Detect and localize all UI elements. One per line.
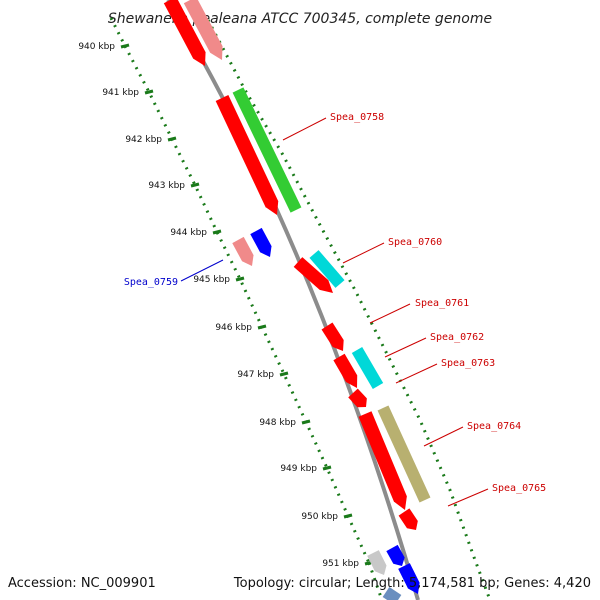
accession-text: Accession: NC_009901 [8,576,156,591]
feature-cds [321,322,344,351]
topology-text: Topology: circular; Length: 5,174,581 bp… [233,576,591,591]
gene-label: Spea_0765 [492,483,546,494]
gene-label: Spea_0761 [415,298,469,309]
gene-label-leader [369,303,411,324]
major-tick [279,371,289,377]
tick-label: 951 kbp [322,559,359,569]
backbone [166,0,420,600]
gene-label: Spea_0758 [330,112,384,123]
gene-label: Spea_0762 [430,332,484,343]
gene-labels: Spea_0758 Spea_0759 Spea_0760 Spea_0761 Spea… [124,112,546,507]
major-tick [322,465,332,471]
feature-cds [348,388,367,408]
feature-cds-reverse [398,563,420,594]
feature-cds [163,0,206,66]
tick-label: 941 kbp [102,88,139,98]
major-tick [190,182,200,188]
tick-label: 946 kbp [215,323,252,333]
tick-label: 948 kbp [259,418,296,428]
tick-label: 950 kbp [301,512,338,522]
gene-label-leader [447,488,489,507]
gene-label-leader [395,363,438,384]
tick-label: 940 kbp [78,42,115,52]
feature-cds [215,95,279,215]
tick-ring: 940 kbp 941 kbp 942 kbp 943 kbp 944 kbp 945 k… [78,17,492,600]
major-tick [212,229,222,235]
major-tick [120,43,130,49]
tick-ring-line [123,45,371,564]
major-tick [144,89,154,95]
tick-label: 944 kbp [170,228,207,238]
gene-label: Spea_0764 [467,421,521,432]
major-tick [257,324,267,330]
feature-grey [367,550,387,575]
feature-blue [382,587,402,600]
feature-olive [377,405,431,503]
tick-label: 949 kbp [280,464,317,474]
feature-pseudo [232,236,254,266]
feature-cds-reverse [386,544,405,566]
gene-label-leader [282,117,327,141]
backbone-line [166,0,420,600]
feature-cyan [309,250,345,288]
gene-label-leader [180,259,224,282]
feature-pseudo [183,0,223,60]
map-title: Shewanella pealeana ATCC 700345, complet… [108,11,492,27]
feature-cyan [351,346,384,390]
feature-cds [358,411,407,510]
major-tick [343,513,353,519]
gene-label: Spea_0759 [124,277,178,288]
major-tick [235,276,245,282]
feature-cds [333,353,358,388]
feature-green [232,87,302,213]
gene-label-leader [423,426,464,447]
major-tick [167,136,177,142]
features [163,0,431,600]
gene-label: Spea_0763 [441,358,495,369]
gene-label-leader [384,337,427,358]
tick-label: 943 kbp [148,181,185,191]
feature-cds [293,257,333,293]
gene-label-leader [342,242,385,264]
tick-label: 942 kbp [125,135,162,145]
feature-cds-reverse [250,227,272,257]
feature-cds [398,508,418,530]
tick-label: 947 kbp [237,370,274,380]
tick-label: 945 kbp [193,275,230,285]
gene-label: Spea_0760 [388,237,442,248]
major-tick [301,419,311,425]
